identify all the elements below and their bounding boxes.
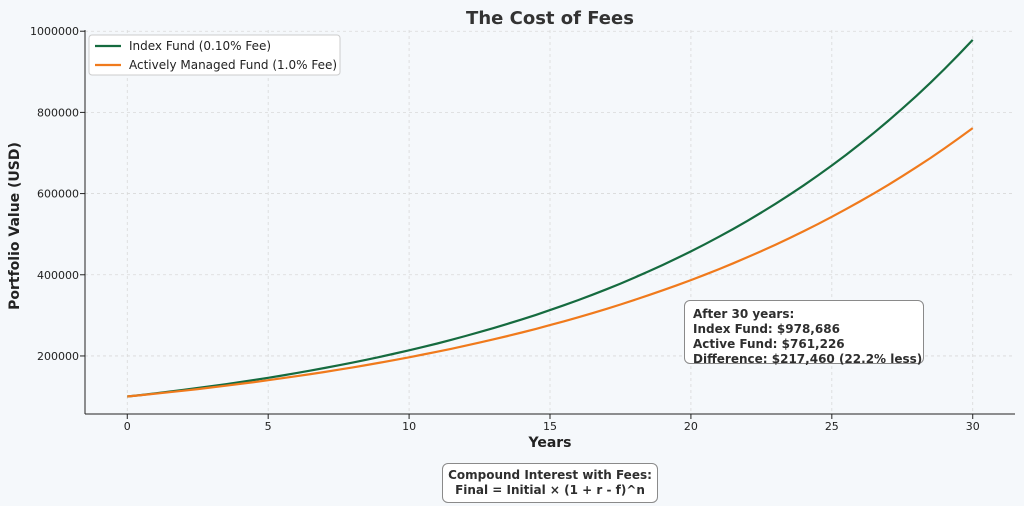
formula-box: Compound Interest with Fees: Final = Ini… [442,463,658,503]
x-tick-label: 30 [966,420,980,433]
x-tick-label: 10 [402,420,416,433]
y-tick-label: 1000000 [30,25,79,38]
series-line-active-fund [127,127,974,398]
x-tick-label: 20 [684,420,698,433]
x-tick-label: 25 [825,420,839,433]
y-axis-label: Portfolio Value (USD) [7,142,23,310]
legend-item-label: Index Fund (0.10% Fee) [129,39,271,53]
x-axis-label: Years [527,435,571,451]
formula-expression: Final = Initial × (1 + r - f)^n [455,483,645,497]
axes: 0 5 10 15 20 25 30 200000 400000 600000 800000 1000… [30,25,1015,433]
legend: Index Fund (0.10% Fee) Actively Managed F… [88,34,341,76]
annotation-heading: After 30 years: [693,307,795,321]
formula-title: Compound Interest with Fees: [448,468,652,482]
x-tick-label: 15 [543,420,557,433]
series-line-index-fund [127,39,974,398]
series-lines [127,39,974,398]
x-tick-label: 5 [265,420,272,433]
x-tick-label: 0 [124,420,131,433]
chart-title: The Cost of Fees [466,8,634,29]
legend-item-label: Actively Managed Fund (1.0% Fee) [129,58,337,72]
legend-box [88,34,341,76]
y-tick-label: 200000 [37,350,79,363]
y-tick-label: 400000 [37,269,79,282]
annotation-active-fund: Active Fund: $761,226 [693,337,845,351]
annotation-difference: Difference: $217,460 (22.2% less) [693,352,923,366]
y-tick-label: 600000 [37,188,79,201]
result-annotation: After 30 years: Index Fund: $978,686 Act… [684,300,924,366]
annotation-index-fund: Index Fund: $978,686 [693,322,840,336]
y-tick-label: 800000 [37,106,79,119]
